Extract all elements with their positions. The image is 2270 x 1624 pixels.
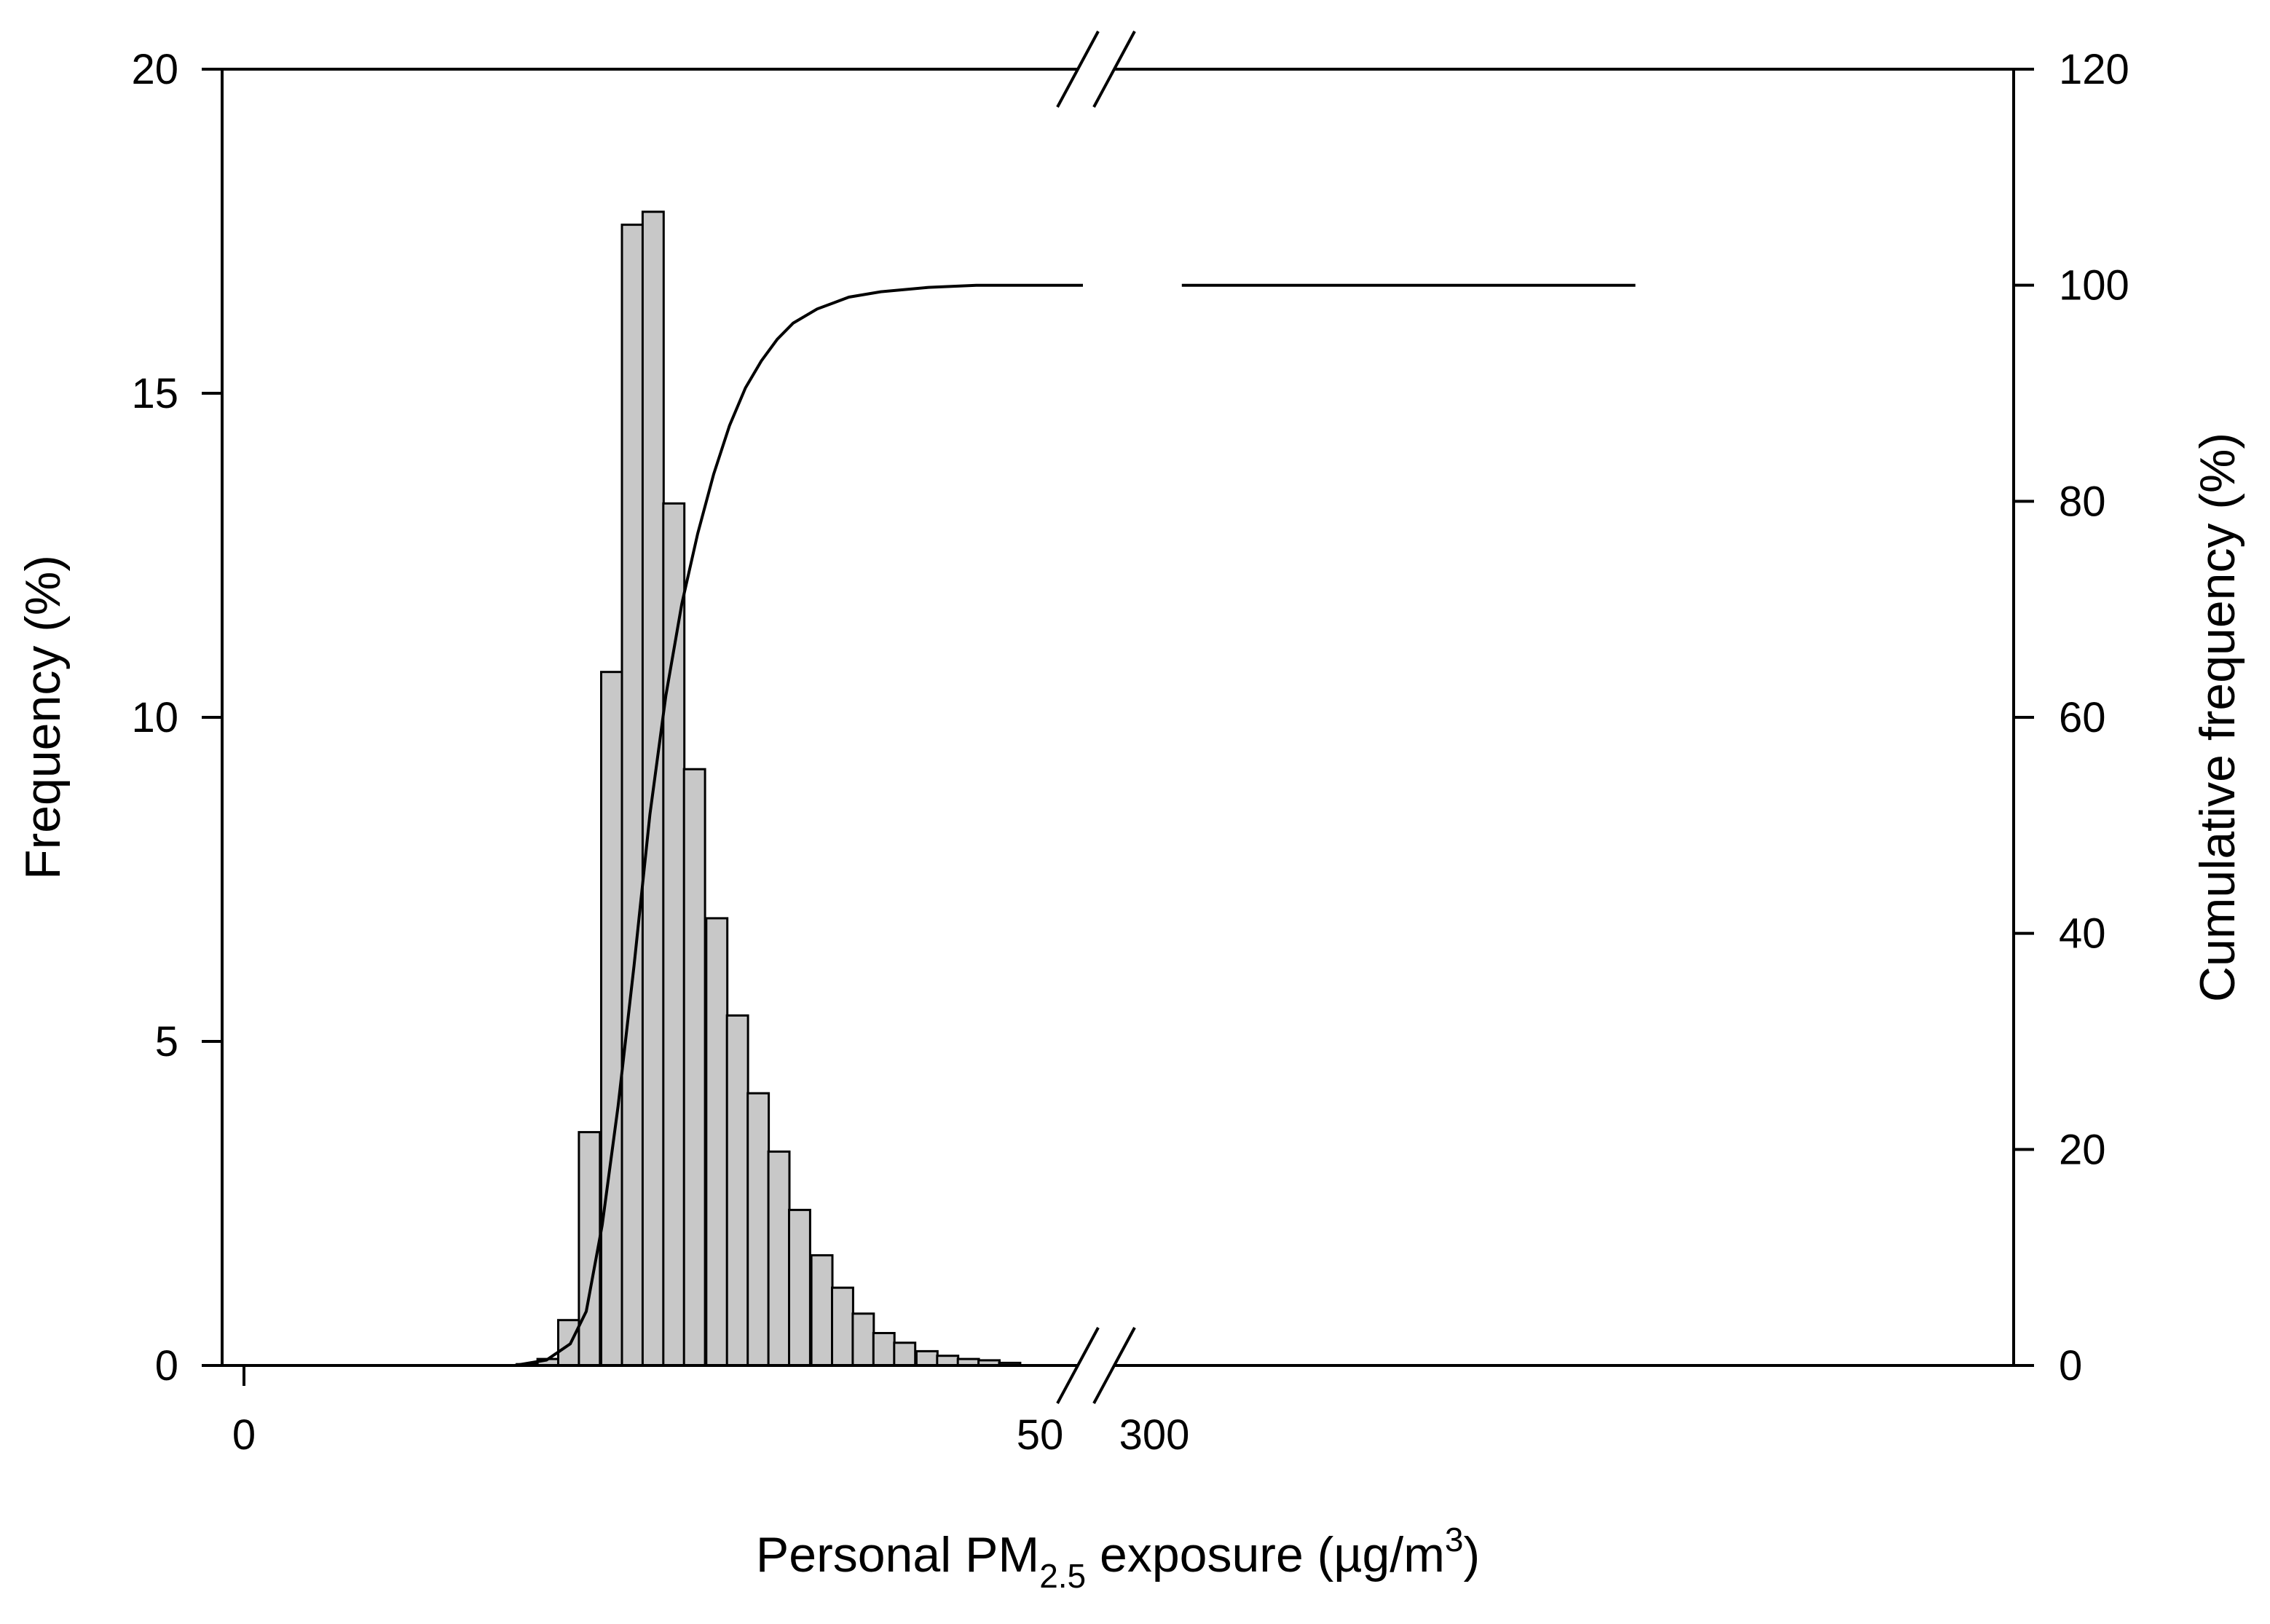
histogram-bar [788, 1208, 811, 1367]
x-tick-label: 0 [232, 1411, 256, 1459]
x-axis-title-tail: exposure (µg/m [1086, 1527, 1445, 1582]
x-axis-title-superscript: 3 [1445, 1521, 1464, 1558]
histogram-bar [893, 1341, 917, 1367]
histogram-bar [872, 1332, 896, 1367]
histogram-bar [851, 1312, 875, 1367]
histogram-bar [767, 1150, 791, 1367]
cumulative-curve-layer [514, 283, 1636, 1367]
y-axis-title: Frequency (%) [15, 555, 71, 880]
x-axis-title-main: Personal PM [756, 1527, 1039, 1582]
histogram-bar [705, 917, 729, 1367]
histogram-bar [600, 671, 623, 1367]
y2-tick-label: 60 [2059, 694, 2106, 741]
y2-tick-label: 40 [2059, 910, 2106, 958]
x-axis-title: Personal PM2.5 exposure (µg/m3) [756, 1521, 1480, 1595]
y-tick-label: 0 [155, 1342, 178, 1390]
top-break-mark [1092, 31, 1136, 108]
histogram-bar [725, 1014, 749, 1367]
y2-tick-label: 80 [2059, 478, 2106, 525]
bars-layer [516, 210, 1022, 1367]
histogram-bar [620, 224, 645, 1367]
cumulative-curve [514, 283, 1083, 1367]
y2-tick-label: 100 [2059, 262, 2129, 310]
y2-tick-label: 0 [2059, 1342, 2082, 1390]
ticks-layer [202, 68, 2034, 1386]
bottom-break-mark [1092, 1327, 1136, 1404]
x-axis-title-subscript: 2.5 [1039, 1557, 1086, 1595]
histogram-bar [557, 1319, 580, 1367]
axes-frame [221, 31, 2015, 1404]
top-break-mark [1056, 31, 1100, 108]
y2-tick-label: 120 [2059, 46, 2129, 93]
y-tick-label: 20 [131, 46, 178, 93]
y2-axis-title: Cumulative frequency (%) [2190, 433, 2245, 1002]
histogram-bar [915, 1349, 939, 1367]
histogram-bar [746, 1092, 771, 1367]
y-tick-label: 10 [131, 694, 178, 741]
y-tick-label: 5 [155, 1018, 178, 1065]
y-tick-label: 15 [131, 370, 178, 417]
x-tick-label: 300 [1119, 1411, 1190, 1459]
bottom-break-mark [1056, 1327, 1100, 1404]
histogram-bar [662, 502, 686, 1367]
x-axis-title-close: ) [1463, 1527, 1480, 1582]
histogram-bar [810, 1254, 834, 1367]
histogram-bar [682, 768, 706, 1367]
histogram-bar [831, 1286, 854, 1367]
tick-labels-layer: 0 5 10 15 20 0 20 40 60 80 100 120 0 50 300 [131, 46, 2129, 1459]
x-tick-label: 50 [1017, 1411, 1064, 1459]
y2-tick-label: 20 [2059, 1126, 2106, 1173]
